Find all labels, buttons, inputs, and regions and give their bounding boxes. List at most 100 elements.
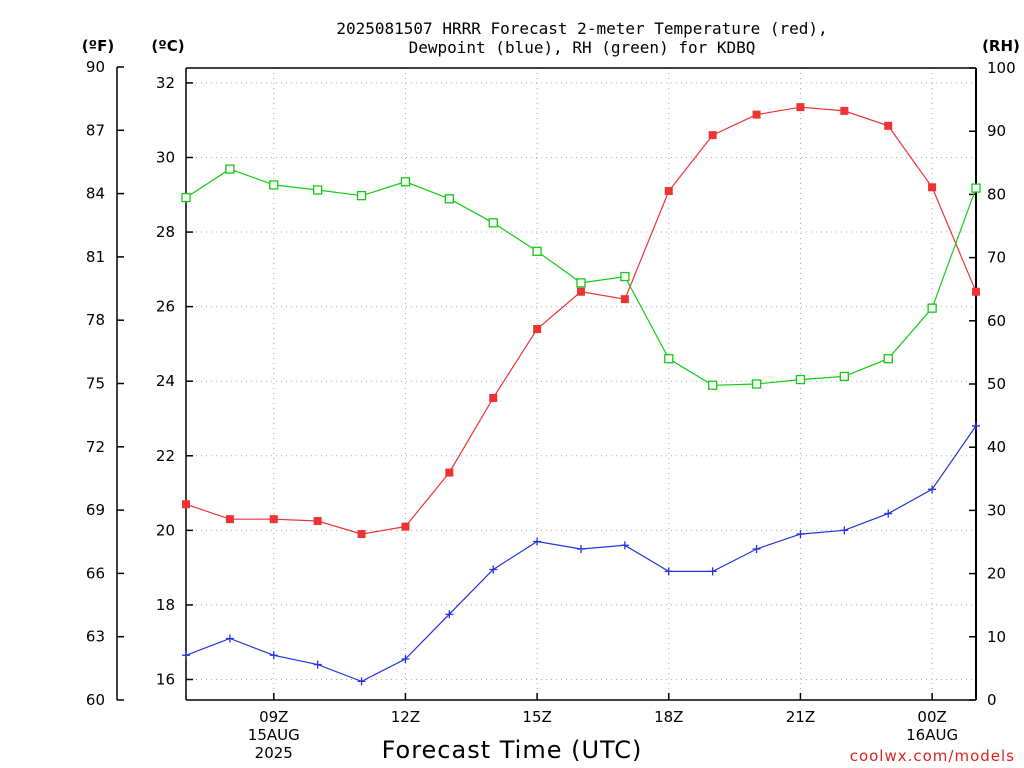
- x-tick-label: 12Z: [391, 708, 420, 726]
- dewpoint-point: [708, 567, 717, 576]
- temperature-point: [577, 287, 585, 296]
- temperature-point: [796, 103, 805, 112]
- celsius-tick-label: 16: [156, 670, 175, 688]
- rh-point: [971, 183, 981, 193]
- rh-tick-label: 80: [987, 185, 1006, 203]
- rh-point: [620, 271, 630, 282]
- rh-tick-label: 10: [987, 628, 1006, 646]
- rh-line: [185, 168, 977, 386]
- x-tick-label: 21Z: [786, 708, 815, 726]
- rh-point: [269, 180, 279, 190]
- dewpoint-point: [928, 485, 937, 494]
- rh-point: [488, 218, 498, 228]
- dewpoint-point: [225, 634, 234, 643]
- rh-point: [225, 164, 235, 174]
- source-credit: coolwx.com/models: [850, 747, 1015, 765]
- rh-tick-label: 90: [987, 122, 1006, 140]
- ticks-layer: 60 63 66 69 72 75 78 81 84 87 90 16 18 20 22 24 26 28 30 32…: [86, 58, 1016, 762]
- fahrenheit-tick-label: 69: [86, 501, 105, 519]
- celsius-unit-label: (ºC): [151, 37, 184, 55]
- dewpoint-point: [664, 567, 673, 576]
- rh-point: [708, 380, 718, 390]
- x-tick-label: 16AUG: [906, 726, 958, 744]
- x-tick-label: 18Z: [654, 708, 683, 726]
- series-layer: [181, 103, 981, 686]
- temperature-point: [357, 530, 366, 539]
- rh-tick-label: 100: [987, 59, 1016, 77]
- celsius-tick-label: 32: [156, 74, 175, 92]
- dewpoint-point: [269, 651, 278, 660]
- temperature-point: [664, 187, 673, 196]
- rh-point: [795, 374, 806, 385]
- temperature-point: [313, 517, 322, 526]
- dewpoint-point: [840, 526, 849, 535]
- fahrenheit-tick-label: 75: [86, 375, 105, 393]
- rh-point: [400, 177, 411, 187]
- temperature-point: [928, 183, 937, 192]
- fahrenheit-tick-label: 81: [86, 248, 105, 266]
- x-tick-label: 00Z: [917, 708, 946, 726]
- rh-point: [883, 354, 893, 364]
- rh-point: [751, 379, 762, 389]
- temperature-point: [533, 325, 542, 334]
- rh-point: [576, 278, 586, 288]
- dewpoint-point: [752, 544, 761, 553]
- rh-point: [444, 194, 454, 204]
- dewpoint-point: [533, 537, 542, 546]
- dewpoint-point: [401, 654, 410, 663]
- rh-point: [839, 371, 849, 382]
- dewpoint-point: [972, 421, 980, 430]
- rh-tick-label: 50: [987, 375, 1006, 393]
- axes-layer: [116, 66, 977, 701]
- fahrenheit-tick-label: 63: [86, 628, 105, 646]
- temperature-point: [884, 121, 893, 130]
- celsius-tick-label: 18: [156, 596, 175, 614]
- temperature-point: [182, 500, 190, 509]
- x-axis-title: Forecast Time (UTC): [382, 736, 643, 764]
- dewpoint-point: [445, 610, 454, 619]
- rh-tick-label: 30: [987, 501, 1006, 519]
- fahrenheit-tick-label: 72: [86, 438, 105, 456]
- x-tick-label: 15Z: [522, 708, 551, 726]
- celsius-tick-label: 22: [156, 447, 175, 465]
- rh-tick-label: 0: [987, 691, 997, 709]
- rh-tick-label: 40: [987, 438, 1006, 456]
- temperature-point: [752, 110, 761, 119]
- chart-title-line-1: 2025081507 HRRR Forecast 2-meter Tempera…: [336, 19, 827, 38]
- temperature-point: [489, 393, 498, 402]
- rh-unit-label: (RH): [982, 37, 1020, 55]
- grid-layer: [186, 68, 976, 700]
- dewpoint-point: [313, 660, 322, 669]
- fahrenheit-tick-label: 66: [86, 564, 105, 582]
- dewpoint-point: [489, 565, 498, 574]
- dewpoint-point: [182, 651, 190, 660]
- rh-point: [181, 192, 191, 203]
- temperature-point: [620, 295, 629, 304]
- dewpoint-point: [796, 530, 805, 539]
- dewpoint-point: [884, 509, 893, 518]
- temperature-line: [185, 106, 977, 535]
- rh-point: [313, 185, 323, 195]
- temperature-point: [225, 515, 234, 524]
- fahrenheit-tick-label: 84: [86, 185, 105, 203]
- temperature-point: [972, 287, 980, 296]
- celsius-tick-label: 28: [156, 223, 175, 241]
- celsius-tick-label: 26: [156, 298, 175, 316]
- temperature-point: [708, 131, 717, 140]
- x-tick-label: 09Z: [259, 708, 288, 726]
- x-tick-label: 2025: [255, 744, 293, 762]
- dewpoint-line: [185, 425, 977, 683]
- fahrenheit-tick-label: 90: [86, 58, 105, 76]
- temperature-point: [445, 468, 454, 477]
- rh-point: [356, 191, 367, 201]
- fahrenheit-unit-label: (ºF): [82, 37, 114, 55]
- dewpoint-point: [577, 544, 585, 553]
- x-tick-label: 15AUG: [248, 726, 300, 744]
- rh-tick-label: 20: [987, 565, 1006, 583]
- chart-title-line-2: Dewpoint (blue), RH (green) for KDBQ: [409, 38, 756, 57]
- temperature-point: [269, 515, 278, 524]
- celsius-tick-label: 30: [156, 148, 175, 166]
- dewpoint-point: [620, 541, 629, 550]
- temperature-point: [401, 522, 410, 531]
